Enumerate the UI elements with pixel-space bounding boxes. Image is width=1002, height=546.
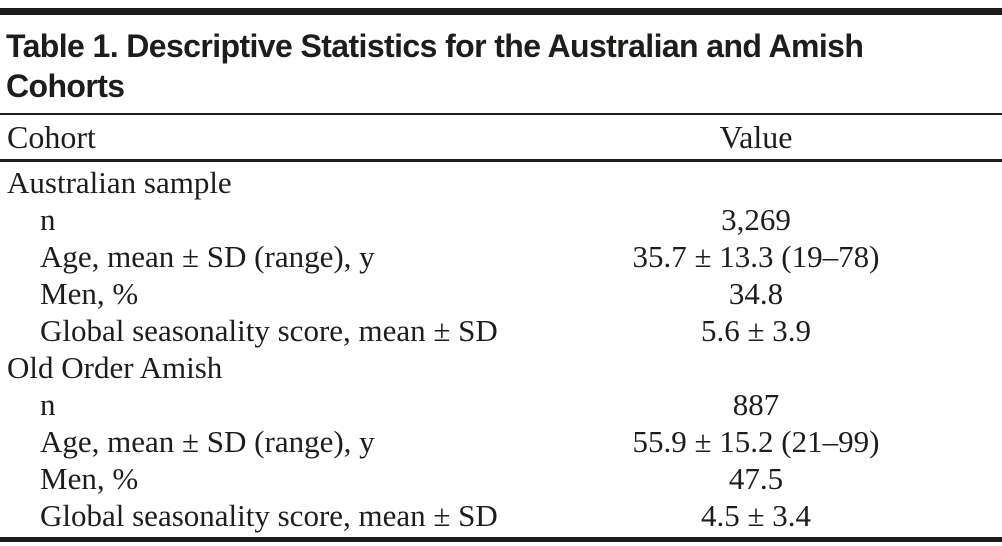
table-row: Global seasonality score, mean ± SD 4.5 … xyxy=(0,497,1002,534)
row-value: 47.5 xyxy=(728,461,784,496)
table-row: Age, mean ± SD (range), y 55.9 ± 15.2 (2… xyxy=(0,423,1002,460)
table-body: Australian sample n 3,269 Age, mean ± SD… xyxy=(0,164,1002,534)
header-top-rule xyxy=(0,113,1002,115)
row-label: n xyxy=(40,387,56,422)
table-row: Men, % 47.5 xyxy=(0,460,1002,497)
section-header-row: Australian sample xyxy=(0,164,1002,201)
table-bottom-rule xyxy=(0,537,1002,542)
column-header-value: Value xyxy=(719,118,793,155)
table-row: Age, mean ± SD (range), y 35.7 ± 13.3 (1… xyxy=(0,238,1002,275)
header-bottom-rule xyxy=(0,159,1002,162)
column-header-row: Cohort Value xyxy=(0,115,1002,159)
row-value: 887 xyxy=(732,387,780,422)
row-label: Global seasonality score, mean ± SD xyxy=(40,498,498,533)
row-value: 4.5 ± 3.4 xyxy=(700,498,811,533)
row-label: Men, % xyxy=(40,276,139,311)
row-value: 34.8 xyxy=(728,276,784,311)
table-title: Table 1. Descriptive Statistics for the … xyxy=(6,26,994,106)
section-header-row: Old Order Amish xyxy=(0,349,1002,386)
row-label: Global seasonality score, mean ± SD xyxy=(40,313,498,348)
column-header-cohort: Cohort xyxy=(7,118,96,155)
table-row: n 887 xyxy=(0,386,1002,423)
row-value: 55.9 ± 15.2 (21–99) xyxy=(632,424,880,459)
title-top-bar xyxy=(0,8,1002,15)
table-row: n 3,269 xyxy=(0,201,1002,238)
row-label: Age, mean ± SD (range), y xyxy=(40,424,375,459)
table-row: Men, % 34.8 xyxy=(0,275,1002,312)
row-label: Men, % xyxy=(40,461,139,496)
row-value: 3,269 xyxy=(721,202,791,237)
table-row: Global seasonality score, mean ± SD 5.6 … xyxy=(0,312,1002,349)
table-title-line1: Table 1. Descriptive Statistics for the … xyxy=(6,28,864,64)
table-title-line2: Cohorts xyxy=(6,68,125,104)
row-label: n xyxy=(40,202,56,237)
section-header: Australian sample xyxy=(7,165,232,200)
row-value: 35.7 ± 13.3 (19–78) xyxy=(632,239,880,274)
row-label: Age, mean ± SD (range), y xyxy=(40,239,375,274)
section-header: Old Order Amish xyxy=(7,350,223,385)
row-value: 5.6 ± 3.9 xyxy=(700,313,811,348)
